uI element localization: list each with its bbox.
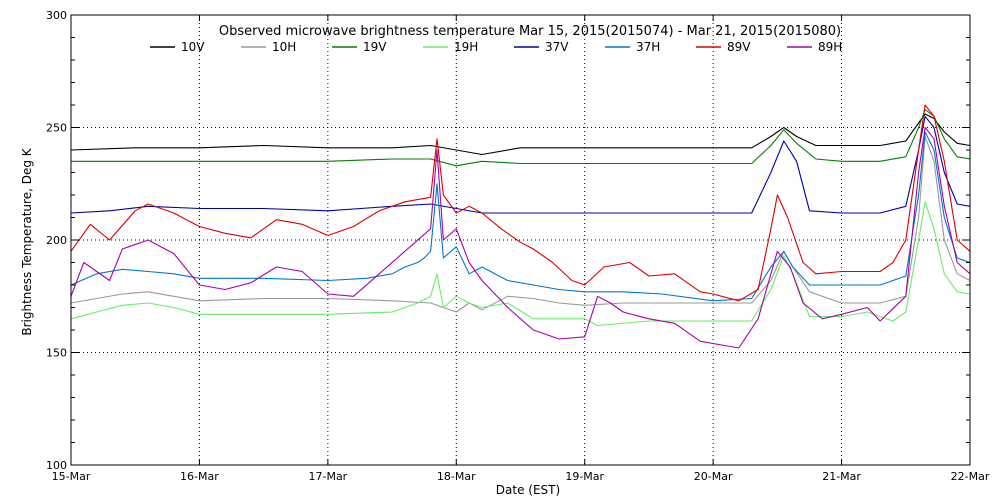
x-tick-label: 18-Mar <box>437 470 476 483</box>
x-tick-label: 22-Mar <box>951 470 990 483</box>
legend-label: 89V <box>727 40 751 54</box>
x-tick-label: 15-Mar <box>52 470 91 483</box>
legend-label: 19V <box>363 40 387 54</box>
legend-label: 37H <box>636 40 660 54</box>
y-axis-label: Brightness Temperature, Deg K <box>20 147 34 335</box>
legend-label: 37V <box>545 40 569 54</box>
x-axis-label: Date (EST) <box>496 483 560 497</box>
series-line-19h <box>70 201 971 327</box>
x-tick-label: 17-Mar <box>308 470 347 483</box>
y-tick-label: 250 <box>46 122 67 135</box>
x-tick-label: 21-Mar <box>822 470 861 483</box>
series-line-89h <box>70 126 971 349</box>
x-tick-label: 16-Mar <box>180 470 219 483</box>
y-tick-label: 200 <box>46 234 67 247</box>
series-lines <box>70 104 971 349</box>
x-tick-label: 19-Mar <box>565 470 604 483</box>
y-tick-label: 300 <box>46 9 67 22</box>
legend-label: 10V <box>181 40 205 54</box>
series-line-37h <box>70 131 971 302</box>
y-tick-label: 150 <box>46 347 67 360</box>
series-line-10v <box>70 113 971 156</box>
grid <box>71 15 970 465</box>
series-line-37v <box>70 115 971 214</box>
chart-title: Observed microwave brightness temperatur… <box>219 24 841 39</box>
series-line-89v <box>70 104 971 302</box>
axis-ticks: 15-Mar 16-Mar 17-Mar 18-Mar 19-Mar 20-Mar 21-M… <box>46 9 990 483</box>
series-line-10h <box>70 135 971 313</box>
legend-label: 89H <box>818 40 842 54</box>
legend-label: 10H <box>272 40 296 54</box>
legend-label: 19H <box>454 40 478 54</box>
y-tick-label: 100 <box>46 459 67 472</box>
series-line-19v <box>71 108 971 167</box>
x-tick-label: 20-Mar <box>694 470 733 483</box>
legend: 10V 10H 19V 19H 37V 37H 89V 89H <box>150 40 842 54</box>
